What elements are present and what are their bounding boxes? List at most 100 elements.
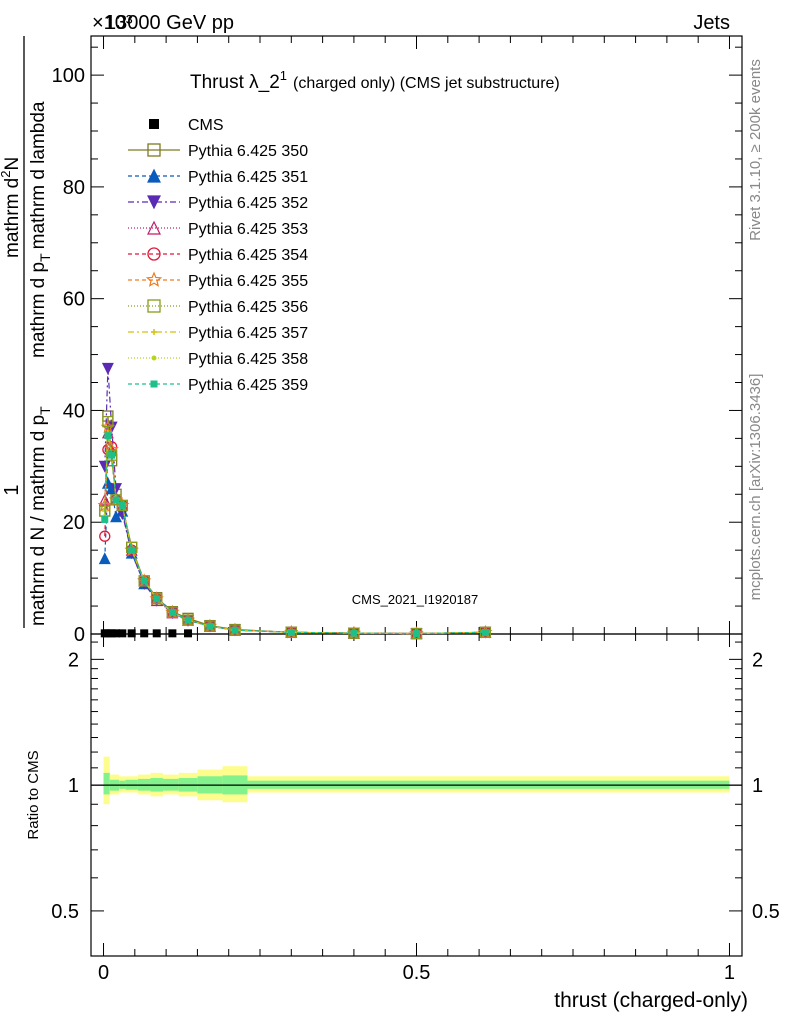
y-label-numerator: 1: [1, 484, 23, 495]
cms-data-point: [112, 629, 121, 638]
cms-data-point: [127, 629, 136, 638]
legend-label: Pythia 6.425 350: [188, 143, 308, 160]
legend-entry: Pythia 6.425 355: [128, 271, 308, 290]
series-point: [118, 501, 126, 509]
series-10: [101, 432, 489, 638]
series-layer: [97, 362, 493, 640]
series-point: [101, 515, 109, 523]
series-point: [108, 451, 116, 459]
legend-marker: [147, 247, 161, 261]
main-y-tick-label: 40: [63, 400, 85, 422]
series-line: [104, 432, 486, 635]
legend-marker: [150, 380, 158, 388]
y-label-num2-tail: N: [2, 157, 23, 171]
legend-entry: Pythia 6.425 359: [128, 377, 308, 394]
x-tick-label: 0: [98, 962, 109, 984]
legend-entry: Pythia 6.425 356: [128, 299, 308, 316]
series-point: [168, 608, 176, 616]
series-point: [101, 362, 114, 375]
ratio-axis-ticks: 0.5 0.5 1 1 2 2 0 0.5 1: [51, 634, 780, 984]
cms-data-point: [152, 629, 161, 638]
legend-entry: Pythia 6.425 354: [128, 247, 308, 264]
ratio-y-axis-label: Ratio to CMS: [25, 750, 42, 839]
series-point: [413, 630, 420, 638]
series-5: [99, 441, 492, 640]
y-label-denominator: mathrm d N / mathrm d pT: [28, 406, 53, 626]
x-tick-label: 1: [724, 962, 735, 984]
x-tick-label: 0.5: [403, 962, 431, 984]
legend-label: CMS: [188, 117, 224, 134]
legend: CMS Pythia 6.425 350 Pythia 6.425 351 Pythi…: [128, 117, 308, 394]
series-point: [151, 593, 163, 605]
series-point: [98, 552, 111, 565]
ratio-y-tick-label: 2: [68, 649, 79, 671]
cms-data-point: [140, 629, 149, 638]
analysis-watermark: CMS_2021_I1920187: [352, 592, 479, 607]
series-point: [153, 595, 161, 603]
series-point: [128, 546, 136, 554]
legend-marker: [149, 119, 159, 129]
legend-label: Pythia 6.425 358: [188, 351, 308, 368]
legend-label: Pythia 6.425 355: [188, 273, 308, 290]
y-label-den2-main: mathrm d p: [28, 262, 49, 358]
legend-entry: Pythia 6.425 358: [128, 351, 308, 368]
series-point: [231, 626, 239, 634]
legend-marker: [151, 355, 157, 361]
main-y-axis-label: 1 mathrm d N / mathrm d pT mathrm d2N ma…: [0, 36, 53, 628]
series-line: [104, 435, 486, 635]
main-y-tick-label: 0: [74, 624, 85, 646]
series-point: [481, 628, 489, 636]
series-point: [206, 622, 214, 630]
main-y-tick-label: 60: [63, 289, 85, 311]
legend-entry: Pythia 6.425 357: [128, 325, 308, 342]
y-label-den3: mathrm d lambda: [28, 101, 49, 249]
cms-data-point: [107, 629, 116, 638]
series-point: [104, 432, 112, 440]
cms-data-point: [168, 629, 177, 638]
legend-label: Pythia 6.425 357: [188, 325, 308, 342]
ratio-y-tick-label-right: 0.5: [752, 901, 780, 923]
plot-title-superscript: 1: [280, 68, 287, 83]
series-point: [166, 606, 179, 618]
series-point: [184, 616, 192, 624]
main-y-tick-label: 100: [52, 65, 85, 87]
legend-label: Pythia 6.425 353: [188, 221, 308, 238]
series-point: [116, 499, 128, 512]
y-label-den-main: mathrm d N / mathrm d p: [28, 415, 49, 626]
legend-entry: Pythia 6.425 350: [128, 143, 308, 160]
mcplots-label: mcplots.cern.ch [arXiv:1306.3436]: [747, 374, 764, 601]
legend-entry: Pythia 6.425 352: [128, 195, 308, 212]
plot-title-suffix: (charged only) (CMS jet substructure): [293, 75, 560, 92]
legend-label: Pythia 6.425 356: [188, 299, 308, 316]
ratio-y-tick-label-right: 1: [752, 775, 763, 797]
category-label: Jets: [693, 12, 730, 34]
ratio-band-inner: [103, 772, 110, 795]
series-point: [287, 628, 295, 636]
main-y-tick-label: 80: [63, 177, 85, 199]
legend-marker: [147, 168, 161, 183]
plot-title-main: Thrust λ_2: [190, 72, 280, 93]
legend-marker: [145, 271, 163, 287]
series-point: [182, 614, 194, 626]
legend-marker: [147, 143, 161, 157]
main-axis-ticks: 0 20 40 60 80 100: [52, 36, 742, 646]
energy-label: 13000 GeV pp: [105, 12, 234, 34]
series-point: [204, 620, 216, 632]
series-point: [110, 483, 123, 496]
rivet-version-label: Rivet 3.1.10, ≥ 200k events: [747, 59, 764, 241]
plot-title: Thrust λ_21 (charged only) (CMS jet subst…: [190, 68, 560, 93]
legend-entry-cms: CMS: [149, 117, 224, 134]
series-line: [104, 481, 486, 635]
x-axis-label: thrust (charged-only): [554, 989, 748, 1012]
y-label-num2: mathrm d2N: [0, 157, 23, 258]
cms-data-point: [118, 629, 127, 638]
series-2: [98, 476, 492, 640]
series-point: [99, 530, 111, 542]
legend-label: Pythia 6.425 354: [188, 247, 308, 264]
y-label-den2: mathrm d pTmathrm d lambda: [28, 101, 53, 358]
main-y-tick-label: 20: [63, 512, 85, 534]
y-label-den-sub: T: [37, 406, 53, 415]
y-label-den2-sub: T: [37, 253, 53, 262]
legend-marker: [147, 220, 161, 235]
